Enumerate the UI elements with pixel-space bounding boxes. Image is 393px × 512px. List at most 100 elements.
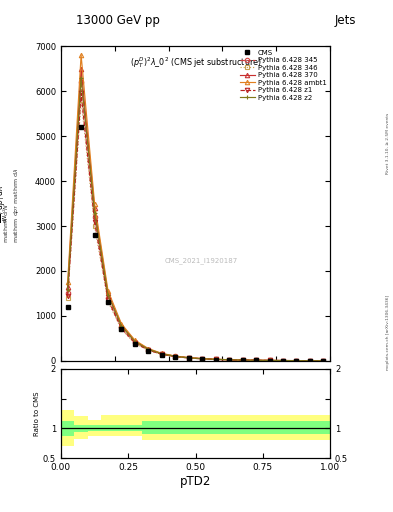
Pythia 6.428 346 (240, 357, 245, 363)
Pythia 6.428 346 (160, 351, 164, 357)
Pythia 6.428 z1 (267, 357, 272, 364)
Pythia 6.428 z1 (321, 358, 326, 364)
Pythia 6.428 346 (186, 355, 191, 361)
Pythia 6.428 ambt1 (254, 357, 259, 364)
Pythia 6.428 ambt1 (186, 354, 191, 360)
Pythia 6.428 345 (213, 356, 218, 362)
Pythia 6.428 ambt1 (267, 357, 272, 364)
Pythia 6.428 ambt1 (294, 357, 299, 364)
Pythia 6.428 ambt1 (92, 200, 97, 206)
Pythia 6.428 z2 (281, 357, 285, 364)
Pythia 6.428 ambt1 (173, 353, 178, 359)
Pythia 6.428 z2 (186, 355, 191, 361)
Pythia 6.428 345 (79, 79, 83, 85)
Pythia 6.428 z1 (308, 358, 312, 364)
Pythia 6.428 370 (119, 322, 124, 328)
CMS (294, 357, 299, 364)
Pythia 6.428 z1 (132, 340, 137, 346)
Pythia 6.428 370 (65, 284, 70, 290)
Pythia 6.428 z1 (79, 90, 83, 96)
Pythia 6.428 370 (227, 357, 231, 363)
CMS (186, 355, 191, 361)
Pythia 6.428 370 (267, 357, 272, 364)
Pythia 6.428 346 (173, 354, 178, 360)
Line: Pythia 6.428 346: Pythia 6.428 346 (65, 98, 326, 363)
Pythia 6.428 z1 (160, 351, 164, 357)
Pythia 6.428 z1 (213, 356, 218, 362)
Y-axis label: Ratio to CMS: Ratio to CMS (34, 391, 40, 436)
Pythia 6.428 z1 (186, 355, 191, 361)
Pythia 6.428 370 (200, 356, 205, 362)
Pythia 6.428 370 (132, 338, 137, 344)
Pythia 6.428 z1 (119, 326, 124, 332)
Pythia 6.428 346 (119, 327, 124, 333)
Pythia 6.428 z2 (227, 357, 231, 363)
Text: CMS_2021_I1920187: CMS_2021_I1920187 (164, 257, 237, 264)
Pythia 6.428 346 (65, 295, 70, 301)
Pythia 6.428 z1 (200, 356, 205, 362)
Pythia 6.428 z2 (65, 287, 70, 293)
Pythia 6.428 346 (294, 357, 299, 364)
Pythia 6.428 z1 (92, 219, 97, 225)
Pythia 6.428 370 (308, 357, 312, 364)
Pythia 6.428 346 (200, 356, 205, 362)
CMS (173, 354, 178, 360)
Pythia 6.428 z2 (240, 357, 245, 363)
Pythia 6.428 345 (308, 358, 312, 364)
Pythia 6.428 z2 (132, 338, 137, 345)
Pythia 6.428 346 (106, 298, 110, 305)
Pythia 6.428 345 (281, 357, 285, 364)
CMS (160, 352, 164, 358)
Pythia 6.428 346 (132, 340, 137, 347)
Pythia 6.428 345 (92, 214, 97, 220)
Pythia 6.428 370 (186, 355, 191, 361)
Pythia 6.428 345 (119, 324, 124, 330)
Pythia 6.428 345 (106, 295, 110, 301)
Pythia 6.428 345 (200, 356, 205, 362)
CMS (308, 358, 312, 364)
Pythia 6.428 370 (254, 357, 259, 364)
Pythia 6.428 ambt1 (227, 357, 231, 363)
CMS (240, 357, 245, 364)
Pythia 6.428 370 (240, 357, 245, 363)
Line: CMS: CMS (66, 125, 325, 363)
Pythia 6.428 370 (92, 205, 97, 211)
Pythia 6.428 ambt1 (65, 279, 70, 285)
CMS (106, 300, 110, 306)
Pythia 6.428 346 (213, 356, 218, 362)
Text: 13000 GeV pp: 13000 GeV pp (76, 14, 160, 27)
Pythia 6.428 345 (186, 355, 191, 361)
Pythia 6.428 346 (227, 357, 231, 363)
Pythia 6.428 345 (173, 353, 178, 359)
Pythia 6.428 346 (308, 358, 312, 364)
Pythia 6.428 ambt1 (308, 357, 312, 364)
Line: Pythia 6.428 370: Pythia 6.428 370 (65, 67, 326, 363)
Pythia 6.428 ambt1 (146, 346, 151, 352)
Pythia 6.428 370 (281, 357, 285, 364)
Pythia 6.428 370 (79, 66, 83, 72)
Pythia 6.428 z2 (119, 323, 124, 329)
CMS (281, 357, 285, 364)
Pythia 6.428 z2 (200, 356, 205, 362)
Line: Pythia 6.428 ambt1: Pythia 6.428 ambt1 (65, 53, 326, 363)
CMS (200, 356, 205, 362)
Pythia 6.428 ambt1 (132, 337, 137, 344)
Pythia 6.428 ambt1 (213, 356, 218, 362)
CMS (146, 348, 151, 354)
Pythia 6.428 z2 (321, 358, 326, 364)
Pythia 6.428 ambt1 (106, 288, 110, 294)
Pythia 6.428 z2 (294, 357, 299, 364)
Pythia 6.428 345 (65, 290, 70, 296)
Pythia 6.428 345 (321, 358, 326, 364)
Pythia 6.428 z1 (106, 297, 110, 303)
Pythia 6.428 z2 (308, 358, 312, 364)
Text: Rivet 3.1.10, ≥ 2.5M events: Rivet 3.1.10, ≥ 2.5M events (386, 113, 390, 174)
Pythia 6.428 345 (254, 357, 259, 364)
Legend: CMS, Pythia 6.428 345, Pythia 6.428 346, Pythia 6.428 370, Pythia 6.428 ambt1, P: CMS, Pythia 6.428 345, Pythia 6.428 346,… (238, 48, 328, 102)
Pythia 6.428 ambt1 (240, 357, 245, 363)
Pythia 6.428 z1 (65, 293, 70, 299)
Pythia 6.428 370 (106, 290, 110, 296)
Pythia 6.428 345 (132, 339, 137, 345)
Line: Pythia 6.428 z2: Pythia 6.428 z2 (65, 75, 326, 363)
Pythia 6.428 346 (281, 357, 285, 364)
